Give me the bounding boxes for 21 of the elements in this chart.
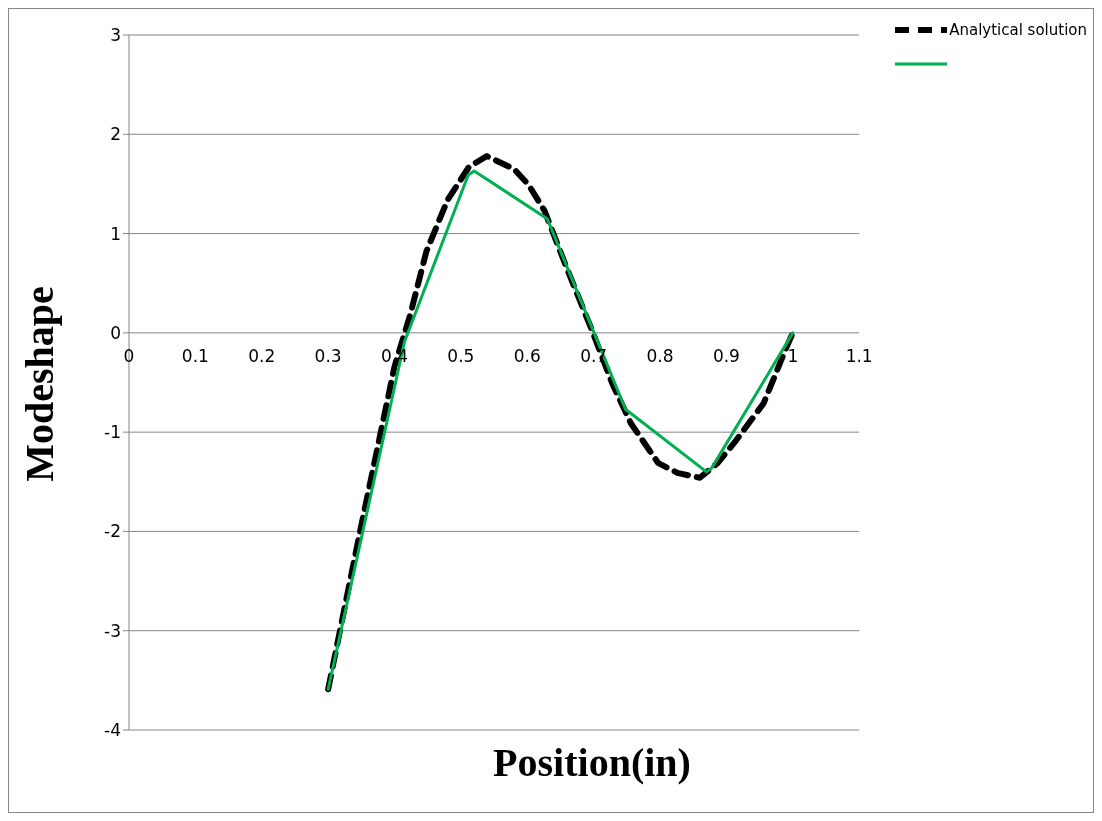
y-tick-label: -3 [104,620,121,641]
x-tick-label: 0.9 [712,345,740,366]
x-axis-title: Position(in) [492,739,692,786]
y-tick-label: -4 [104,720,121,741]
x-tick-label: 1 [787,345,799,366]
y-axis-title: Modeshape [15,285,63,482]
x-tick-label: 0 [123,345,135,366]
x-tick-label: 0.8 [646,345,674,366]
x-tick-label: 0.3 [314,345,342,366]
x-tick-label: 0.2 [248,345,276,366]
x-tick-label: 0.5 [447,345,475,366]
y-tick-label: -2 [104,521,121,542]
y-tick-label: -1 [104,422,121,443]
y-tick-label: 0 [110,322,121,343]
legend-label: Analytical solution [949,21,1087,39]
y-tick-label: 3 [110,25,121,46]
x-tick-label: 0.1 [181,345,209,366]
x-tick-label: 0.6 [513,345,541,366]
x-tick-label: 1.1 [845,345,873,366]
y-tick-label: 2 [110,124,121,145]
y-tick-label: 1 [110,223,121,244]
